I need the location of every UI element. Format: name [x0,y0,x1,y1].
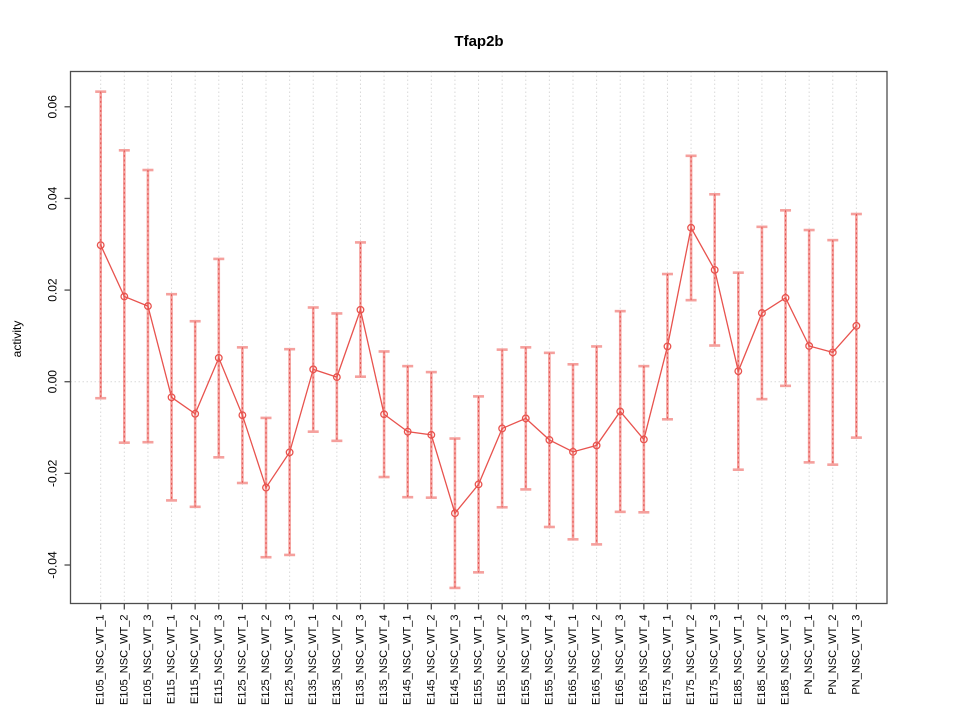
data-point [757,309,766,317]
x-category-label: E165_NSC_WT_4 [638,615,650,706]
x-category-label: E145_NSC_WT_3 [449,615,461,706]
data-point [191,409,200,418]
data-point [262,483,270,492]
data-point [852,321,861,330]
x-category-label: E175_NSC_WT_2 [685,615,697,706]
x-category-label: E105_NSC_WT_2 [118,615,130,706]
data-point [285,448,294,457]
x-category-label: E165_NSC_WT_3 [614,615,626,706]
data-point [120,292,129,301]
x-category-label: E185_NSC_WT_3 [780,615,792,706]
y-tick-label: -0.04 [46,551,60,579]
data-point [781,293,790,302]
data-point [734,367,743,376]
x-category-label: E155_NSC_WT_1 [473,615,485,706]
x-category-label: E155_NSC_WT_4 [543,615,555,706]
x-category-label: E155_NSC_WT_2 [496,615,508,706]
x-category-label: E175_NSC_WT_1 [661,615,673,706]
data-point [616,407,625,416]
x-category-label: E135_NSC_WT_4 [378,615,390,706]
y-tick-label: 0.02 [46,278,60,302]
x-category-label: E115_NSC_WT_2 [189,615,201,705]
x-category-label: PN_NSC_WT_2 [827,615,839,695]
x-category-label: E115_NSC_WT_1 [166,615,178,705]
y-tick-label: -0.02 [46,459,60,487]
data-point [687,223,696,232]
data-point [545,435,554,444]
x-category-label: E135_NSC_WT_2 [331,615,343,706]
y-axis-label-text: activity [10,320,24,358]
data-point [805,342,814,350]
data-point [143,302,152,311]
x-category-label: E125_NSC_WT_1 [236,615,248,706]
x-category-label: E185_NSC_WT_2 [756,615,768,706]
x-category-label: E145_NSC_WT_2 [425,615,437,706]
data-point [521,414,530,423]
x-category-label: E125_NSC_WT_3 [284,615,296,706]
x-category-label: E175_NSC_WT_3 [709,615,721,706]
x-category-label: E115_NSC_WT_3 [213,615,225,705]
data-point [569,447,577,456]
y-tick-label: 0.06 [46,95,60,119]
data-point [380,410,389,419]
data-point [710,265,719,274]
x-category-label: E145_NSC_WT_1 [402,615,414,706]
x-category-label: E135_NSC_WT_3 [354,615,366,706]
data-point [356,305,365,314]
x-category-label: E165_NSC_WT_1 [567,615,579,706]
x-category-label: E105_NSC_WT_3 [142,615,154,706]
data-point [309,365,318,374]
data-point [498,424,507,433]
x-category-label: E185_NSC_WT_1 [732,615,744,706]
data-point [214,353,223,362]
series-line [100,225,857,515]
data-point [474,480,483,489]
data-point [450,509,459,518]
data-point [403,427,412,436]
data-point [332,373,341,382]
chart-title: Tfap2b [454,33,504,50]
x-category-label: E135_NSC_WT_1 [307,615,319,706]
x-category-label: E105_NSC_WT_1 [95,615,107,706]
x-category-label: E125_NSC_WT_2 [260,615,272,706]
data-point [167,393,176,402]
data-point [238,411,247,420]
y-tick-label: 0.04 [46,186,60,210]
x-category-label: E165_NSC_WT_2 [591,615,603,706]
data-point [639,435,648,444]
x-category-label: PN_NSC_WT_3 [850,615,862,695]
data-point [427,430,436,439]
data-point [663,342,672,351]
data-point [592,441,601,450]
x-category-label: PN_NSC_WT_1 [803,615,815,695]
y-tick-label: 0.00 [46,370,60,394]
data-point [828,348,837,357]
x-category-label: E155_NSC_WT_3 [520,615,532,706]
data-point [96,241,105,250]
